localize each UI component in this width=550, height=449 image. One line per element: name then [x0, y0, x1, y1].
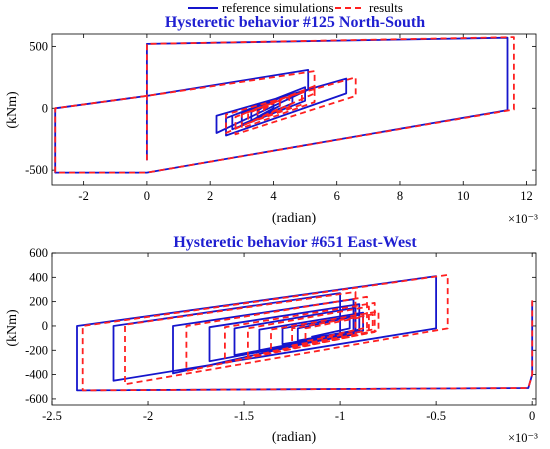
chart-bottom-xtick-label: -1 — [335, 409, 345, 423]
chart-bottom-ytick-label: 600 — [29, 246, 48, 260]
chart-bottom-xtick-label: -2 — [143, 409, 153, 423]
chart-bottom-xtick-label: -1.5 — [234, 409, 254, 423]
chart-bottom-ytick-label: -200 — [25, 343, 48, 357]
chart-top: Hysteretic behavior #125 North-South -2 0… — [5, 14, 538, 226]
chart-top-x-exponent: ×10⁻³ — [508, 212, 538, 226]
chart-top-xtick-label: 2 — [207, 189, 213, 203]
chart-top-xtick-label: 8 — [397, 189, 403, 203]
chart-top-xlabel: (radian) — [272, 211, 317, 226]
chart-bottom-xtick-label: 0 — [529, 409, 535, 423]
chart-bottom-plot-area — [51, 252, 537, 406]
chart-top-xtick-label: 4 — [270, 189, 277, 203]
chart-bottom-series-results — [81, 273, 534, 392]
chart-bottom-series — [76, 273, 534, 392]
chart-top-ticks: -2 0 2 4 6 8 10 12 -500 0 500 — [25, 34, 536, 203]
chart-top-series-reference-simulations — [54, 36, 509, 174]
legend-label-results: results — [369, 0, 403, 15]
chart-top-xtick-label: 12 — [520, 189, 533, 203]
chart-bottom-ytick-label: -400 — [25, 368, 48, 382]
chart-top-xtick-label: 0 — [144, 189, 150, 203]
chart-top-ytick-label: 500 — [29, 39, 48, 53]
chart-top-ylabel: (kNm) — [5, 91, 20, 129]
chart-bottom: Hysteretic behavior #651 East-West -2.5-… — [5, 234, 538, 445]
chart-top-xtick-label: 10 — [457, 189, 470, 203]
chart-bottom-ytick-label: 200 — [29, 295, 48, 309]
chart-bottom-ytick-label: 400 — [29, 270, 48, 284]
chart-bottom-xtick-label: -0.5 — [426, 409, 446, 423]
chart-bottom-xlabel: (radian) — [272, 430, 317, 445]
chart-top-series-results — [54, 36, 515, 174]
chart-bottom-ytick-label: -600 — [25, 392, 48, 406]
chart-top-series — [54, 36, 515, 174]
chart-top-ytick-label: -500 — [25, 163, 48, 177]
chart-top-plot-area — [51, 33, 537, 186]
chart-top-xtick-label: -2 — [78, 189, 88, 203]
chart-bottom-ticks: -2.5 -2 -1.5 -1 -0.5 0 -600 -400 -200 0 200 400 600 — [25, 246, 536, 423]
chart-top-ytick-label: 0 — [42, 101, 48, 115]
legend: reference simulations results — [188, 0, 403, 15]
chart-bottom-x-exponent: ×10⁻³ — [508, 431, 538, 445]
chart-top-title: Hysteretic behavior #125 North-South — [165, 14, 425, 31]
legend-label-reference-simulations: reference simulations — [222, 0, 334, 15]
chart-bottom-xtick-label: -2.5 — [42, 409, 62, 423]
chart-bottom-title: Hysteretic behavior #651 East-West — [173, 234, 417, 251]
chart-top-xtick-label: 6 — [334, 189, 340, 203]
chart-bottom-ytick-label: 0 — [42, 319, 48, 333]
chart-bottom-ylabel: (kNm) — [5, 309, 20, 347]
